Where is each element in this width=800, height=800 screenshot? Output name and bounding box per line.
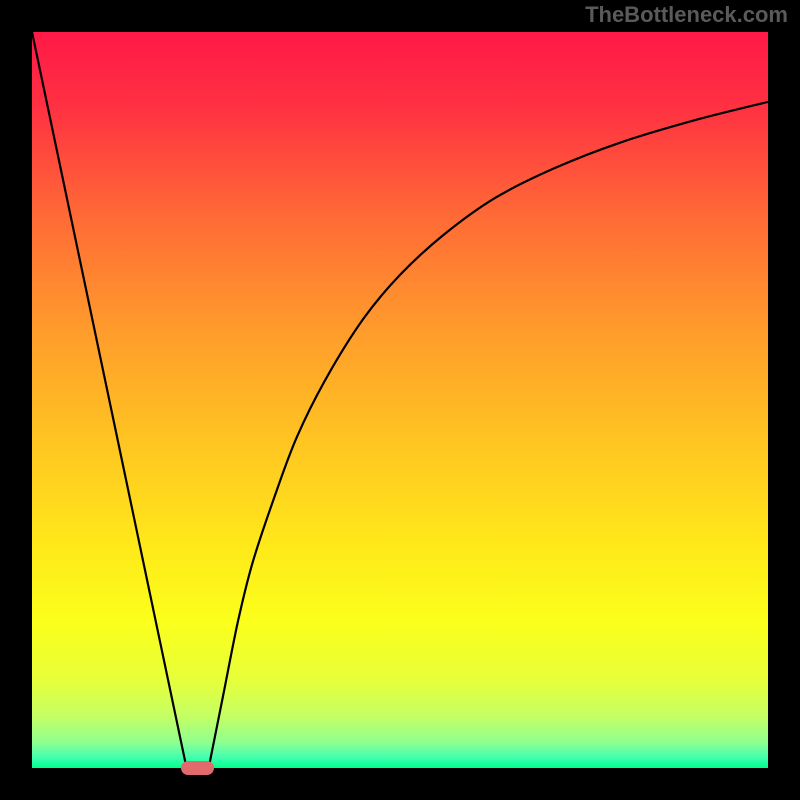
optimal-marker [181, 761, 214, 774]
plot-area [32, 32, 768, 768]
bottleneck-curve [32, 32, 768, 768]
attribution-label: TheBottleneck.com [585, 2, 788, 28]
chart-frame: TheBottleneck.com [0, 0, 800, 800]
